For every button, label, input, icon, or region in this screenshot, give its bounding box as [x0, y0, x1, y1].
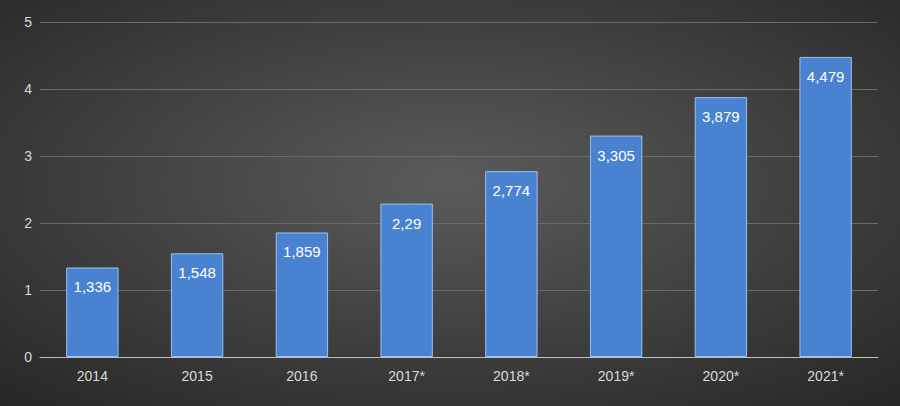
- svg-text:2014: 2014: [77, 368, 108, 384]
- svg-text:2,29: 2,29: [392, 215, 421, 232]
- svg-text:2015: 2015: [182, 368, 213, 384]
- svg-text:1,859: 1,859: [283, 243, 321, 260]
- svg-text:2016: 2016: [286, 368, 317, 384]
- svg-text:1,548: 1,548: [178, 264, 216, 281]
- svg-text:2019*: 2019*: [598, 368, 635, 384]
- svg-text:3: 3: [24, 148, 32, 164]
- svg-text:2021*: 2021*: [807, 368, 844, 384]
- svg-text:4,479: 4,479: [807, 68, 845, 85]
- svg-text:5: 5: [24, 14, 32, 30]
- svg-text:3,305: 3,305: [597, 147, 635, 164]
- svg-text:2020*: 2020*: [703, 368, 740, 384]
- svg-text:0: 0: [24, 349, 32, 365]
- svg-text:1: 1: [24, 282, 32, 298]
- svg-text:4: 4: [24, 81, 32, 97]
- svg-text:2017*: 2017*: [388, 368, 425, 384]
- svg-text:3,879: 3,879: [702, 108, 740, 125]
- svg-text:1,336: 1,336: [74, 278, 112, 295]
- svg-text:2: 2: [24, 215, 32, 231]
- svg-text:2,774: 2,774: [493, 182, 531, 199]
- svg-text:2018*: 2018*: [493, 368, 530, 384]
